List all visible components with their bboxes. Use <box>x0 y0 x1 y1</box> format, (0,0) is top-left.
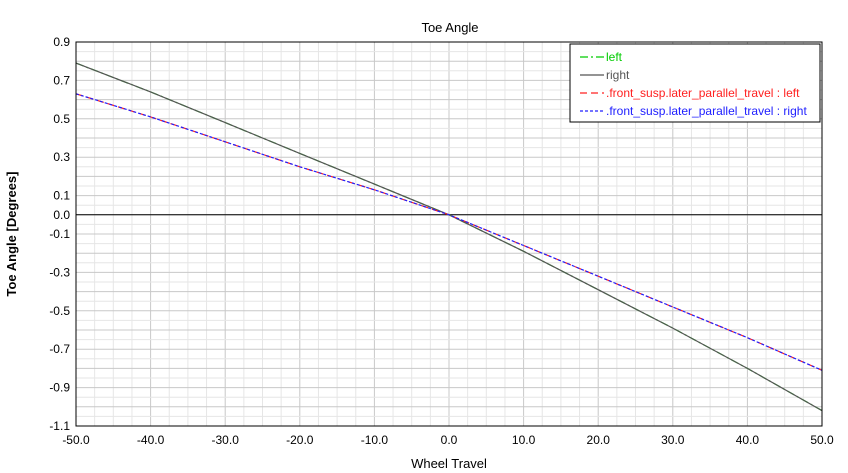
y-tick-label: -0.7 <box>49 342 70 356</box>
legend-label: left <box>606 50 623 64</box>
y-tick-label: -1.1 <box>49 419 70 433</box>
plot-frame <box>75 41 823 427</box>
grid <box>75 41 823 427</box>
x-tick-labels: -50.0 -40.0 -30.0 -20.0 -10.0 0.0 10.0 20.0 30.0… <box>62 433 834 447</box>
y-tick-label: 0.7 <box>53 73 70 87</box>
y-tick-labels: 0.9 0.7 0.5 0.3 0.1 0.0 -0.1 -0.3 -0.5 -0.7 -0.9 -1… <box>49 35 70 433</box>
y-tick-label: 0.0 <box>53 208 70 222</box>
y-tick-label: 0.9 <box>53 35 70 49</box>
chart-title: Toe Angle <box>421 20 478 35</box>
legend-label: .front_susp.later_parallel_travel : righ… <box>606 104 807 118</box>
x-tick-label: -50.0 <box>62 433 90 447</box>
legend: left right .front_susp.later_parallel_trav… <box>569 43 821 123</box>
x-tick-label: -30.0 <box>212 433 240 447</box>
y-axis-title: Toe Angle [Degrees] <box>4 172 19 297</box>
x-tick-label: 30.0 <box>661 433 685 447</box>
x-tick-label: -40.0 <box>137 433 165 447</box>
x-tick-label: -20.0 <box>286 433 314 447</box>
series-line <box>75 93 823 371</box>
x-tick-label: -10.0 <box>361 433 389 447</box>
y-tick-label: -0.1 <box>49 227 70 241</box>
y-tick-label: 0.3 <box>53 150 70 164</box>
series-group <box>75 62 823 412</box>
y-tick-label: 0.5 <box>53 112 70 126</box>
x-tick-label: 40.0 <box>736 433 760 447</box>
x-tick-label: 50.0 <box>810 433 834 447</box>
y-tick-label: 0.1 <box>53 189 70 203</box>
legend-label: right <box>606 68 630 82</box>
y-tick-label: -0.5 <box>49 304 70 318</box>
x-tick-label: 0.0 <box>441 433 458 447</box>
legend-label: .front_susp.later_parallel_travel : left <box>606 86 800 100</box>
x-tick-label: 20.0 <box>587 433 611 447</box>
legend-box <box>569 43 821 123</box>
x-tick-label: 10.0 <box>512 433 536 447</box>
x-axis-title: Wheel Travel <box>411 456 487 471</box>
y-tick-label: -0.9 <box>49 381 70 395</box>
y-tick-label: -0.3 <box>49 265 70 279</box>
